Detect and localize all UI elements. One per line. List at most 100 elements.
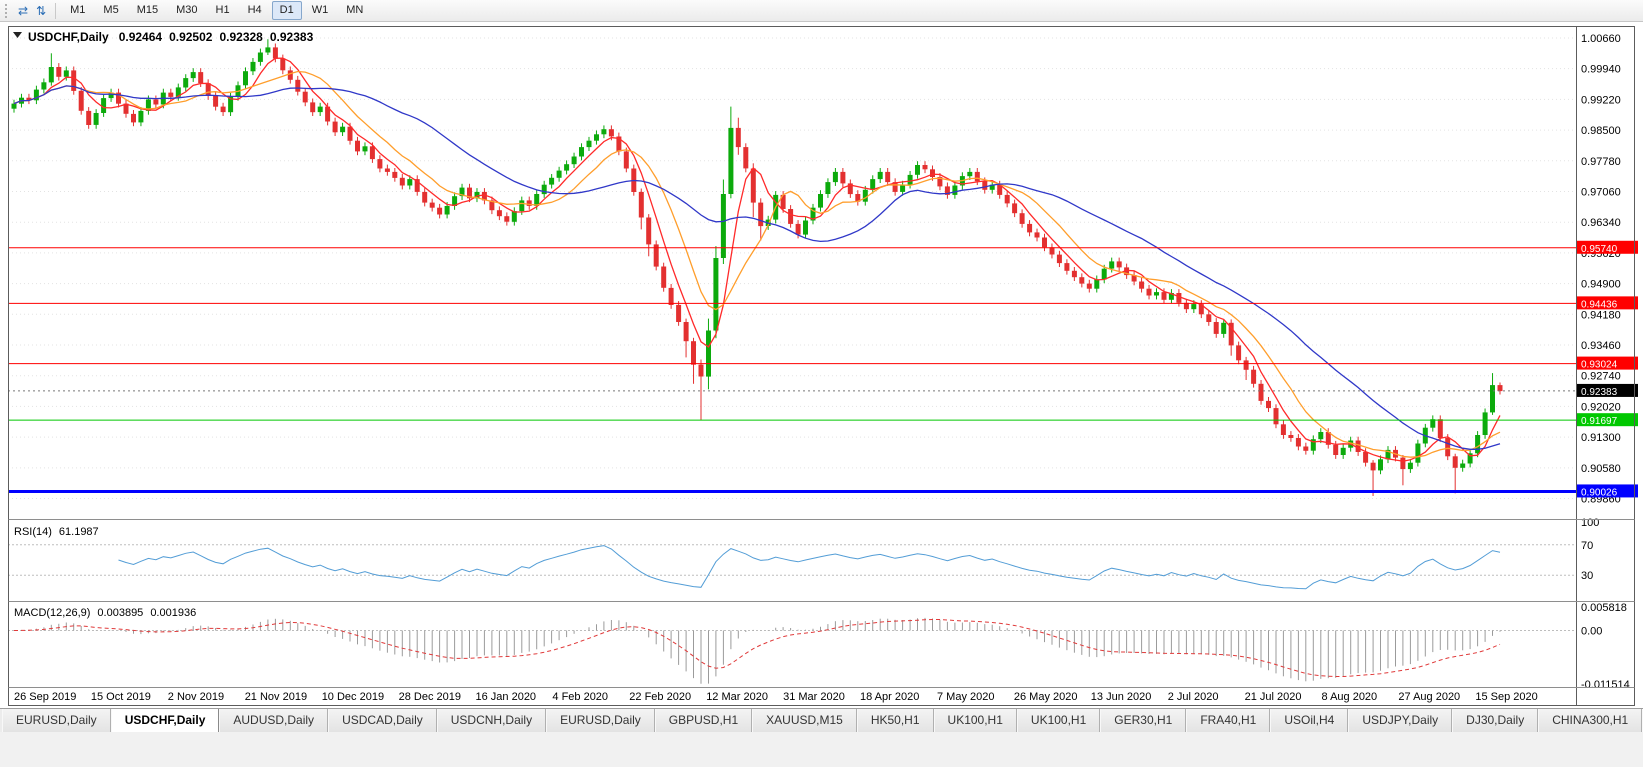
svg-text:0.93460: 0.93460 (1581, 340, 1621, 352)
svg-text:0.95740: 0.95740 (1581, 244, 1618, 255)
svg-text:13 Jun 2020: 13 Jun 2020 (1091, 691, 1152, 703)
svg-text:0.98500: 0.98500 (1581, 125, 1621, 137)
chart-tab-hk50-h1[interactable]: HK50,H1 (856, 709, 934, 732)
candlestick-series (11, 39, 1503, 496)
horizontal-lines[interactable] (8, 247, 1576, 493)
svg-text:2 Jul 2020: 2 Jul 2020 (1168, 691, 1219, 703)
svg-text:0.92740: 0.92740 (1581, 371, 1621, 383)
svg-text:0.91300: 0.91300 (1581, 432, 1621, 444)
auto-scroll-icon[interactable]: ⇅ (36, 3, 47, 18)
svg-text:28 Dec 2019: 28 Dec 2019 (399, 691, 461, 703)
timeframe-button-w1[interactable]: W1 (311, 4, 329, 16)
price-badge (1577, 413, 1638, 427)
svg-text:26 May 2020: 26 May 2020 (1014, 691, 1078, 703)
svg-text:1.00660: 1.00660 (1581, 33, 1621, 45)
rsi-pane (8, 544, 1576, 590)
timeframe-button-m5[interactable]: M5 (103, 4, 119, 16)
svg-text:2 Nov 2019: 2 Nov 2019 (168, 691, 224, 703)
svg-text:7 May 2020: 7 May 2020 (937, 691, 994, 703)
timeframe-button-mn[interactable]: MN (346, 4, 364, 16)
current-price-badge (1577, 383, 1638, 397)
chart-tab-gbpusd-h1[interactable]: GBPUSD,H1 (654, 709, 753, 732)
chart-tab-uk100-h1[interactable]: UK100,H1 (933, 709, 1017, 732)
price-grid (8, 37, 1576, 500)
svg-text:4 Feb 2020: 4 Feb 2020 (552, 691, 608, 703)
toolbar-grip[interactable] (5, 3, 10, 18)
timeframe-buttons: M1 M5 M15 M30 H1 H4 D1 W1 MN (61, 1, 372, 20)
svg-text:12 Mar 2020: 12 Mar 2020 (706, 691, 768, 703)
rsi-label: RSI(14) 61.1987 (14, 526, 99, 538)
chart-tab-eurusd-daily[interactable]: EURUSD,Daily (2, 709, 111, 732)
svg-text:21 Jul 2020: 21 Jul 2020 (1245, 691, 1302, 703)
svg-text:0.005818: 0.005818 (1581, 602, 1627, 614)
price-badge (1577, 240, 1638, 254)
timeframe-button-d1[interactable]: D1 (271, 1, 302, 20)
price-badge (1577, 484, 1638, 498)
price-axis: 1.00660 0.99940 0.99220 0.98500 0.97780 0.970… (1577, 33, 1638, 691)
price-chart[interactable]: 1.00660 0.99940 0.99220 0.98500 0.97780 0.970… (0, 22, 1643, 708)
svg-text:27 Aug 2020: 27 Aug 2020 (1398, 691, 1460, 703)
svg-text:0.00: 0.00 (1581, 626, 1602, 638)
svg-text:0.92383: 0.92383 (1581, 387, 1618, 398)
svg-text:30: 30 (1581, 570, 1593, 582)
chart-tab-usdchf-daily[interactable]: USDCHF,Daily (110, 709, 220, 732)
svg-text:0.90026: 0.90026 (1581, 487, 1618, 498)
chart-tab-xauusd-m15[interactable]: XAUUSD,M15 (752, 709, 857, 732)
chart-tab-usoil-h4[interactable]: USOil,H4 (1270, 709, 1349, 732)
timeframe-button-m1[interactable]: M1 (70, 4, 86, 16)
svg-text:0.93024: 0.93024 (1581, 360, 1618, 371)
timeframe-button-m30[interactable]: M30 (176, 4, 198, 16)
svg-text:0.97060: 0.97060 (1581, 186, 1621, 198)
ohlc-close: 0.92383 (270, 30, 314, 44)
svg-text:0.99220: 0.99220 (1581, 94, 1621, 106)
chart-tab-ger30-h1[interactable]: GER30,H1 (1100, 709, 1187, 732)
chart-tab-usdcad-daily[interactable]: USDCAD,Daily (328, 709, 437, 732)
svg-text:15 Sep 2020: 15 Sep 2020 (1475, 691, 1537, 703)
timeframe-button-h1[interactable]: H1 (215, 4, 230, 16)
chart-symbol-label: USDCHF,Daily (28, 30, 109, 44)
macd-pane (8, 617, 1576, 684)
timeframe-toolbar: ⇄ ⇅ M1 M5 M15 M30 H1 H4 D1 W1 MN (0, 0, 1643, 22)
timeframe-button-h4[interactable]: H4 (247, 4, 262, 16)
chart-frame (8, 26, 1635, 706)
svg-text:31 Mar 2020: 31 Mar 2020 (783, 691, 845, 703)
svg-text:8 Aug 2020: 8 Aug 2020 (1322, 691, 1378, 703)
ohlc-open: 0.92464 (119, 30, 163, 44)
timeframe-button-m15[interactable]: M15 (136, 4, 159, 16)
svg-text:0.94900: 0.94900 (1581, 279, 1621, 291)
chart-title: USDCHF,Daily 0.92464 0.92502 0.92328 0.92383 (28, 30, 314, 44)
price-badge (1577, 296, 1638, 310)
svg-text:100: 100 (1581, 517, 1599, 529)
ohlc-high: 0.92502 (169, 30, 213, 44)
svg-text:0.97780: 0.97780 (1581, 156, 1621, 168)
chart-shift-icon[interactable]: ⇄ (18, 3, 29, 18)
svg-text:70: 70 (1581, 540, 1593, 552)
svg-text:10 Dec 2019: 10 Dec 2019 (322, 691, 384, 703)
svg-text:21 Nov 2019: 21 Nov 2019 (245, 691, 307, 703)
chart-tab-usdjpy-daily[interactable]: USDJPY,Daily (1348, 709, 1453, 732)
svg-text:0.99940: 0.99940 (1581, 64, 1621, 76)
chart-tab-fra40-h1[interactable]: FRA40,H1 (1186, 709, 1271, 732)
chart-tab-eurusd-daily[interactable]: EURUSD,Daily (546, 709, 655, 732)
chart-tab-audusd-daily[interactable]: AUDUSD,Daily (219, 709, 329, 732)
bottom-strip (0, 732, 1643, 767)
toolbar-separator (55, 2, 57, 19)
chart-tab-dj30-daily[interactable]: DJ30,Daily (1452, 709, 1539, 732)
svg-text:0.92020: 0.92020 (1581, 401, 1621, 413)
chart-tab-china300-h1[interactable]: CHINA300,H1 (1538, 709, 1643, 732)
price-badge (1577, 356, 1638, 370)
svg-text:15 Oct 2019: 15 Oct 2019 (91, 691, 151, 703)
svg-text:0.94180: 0.94180 (1581, 309, 1621, 321)
chart-tab-uk100-h1[interactable]: UK100,H1 (1016, 709, 1101, 732)
svg-text:16 Jan 2020: 16 Jan 2020 (476, 691, 537, 703)
svg-text:22 Feb 2020: 22 Feb 2020 (629, 691, 691, 703)
svg-text:26 Sep 2019: 26 Sep 2019 (14, 691, 76, 703)
svg-text:0.90580: 0.90580 (1581, 463, 1621, 475)
chart-tab-usdcnh-daily[interactable]: USDCNH,Daily (436, 709, 547, 732)
svg-text:0.91697: 0.91697 (1581, 416, 1618, 427)
svg-text:0.94436: 0.94436 (1581, 299, 1618, 310)
ohlc-low: 0.92328 (219, 30, 263, 44)
chart-window[interactable]: 1.00660 0.99940 0.99220 0.98500 0.97780 0.970… (0, 22, 1643, 708)
collapse-chart-icon[interactable] (13, 32, 22, 38)
